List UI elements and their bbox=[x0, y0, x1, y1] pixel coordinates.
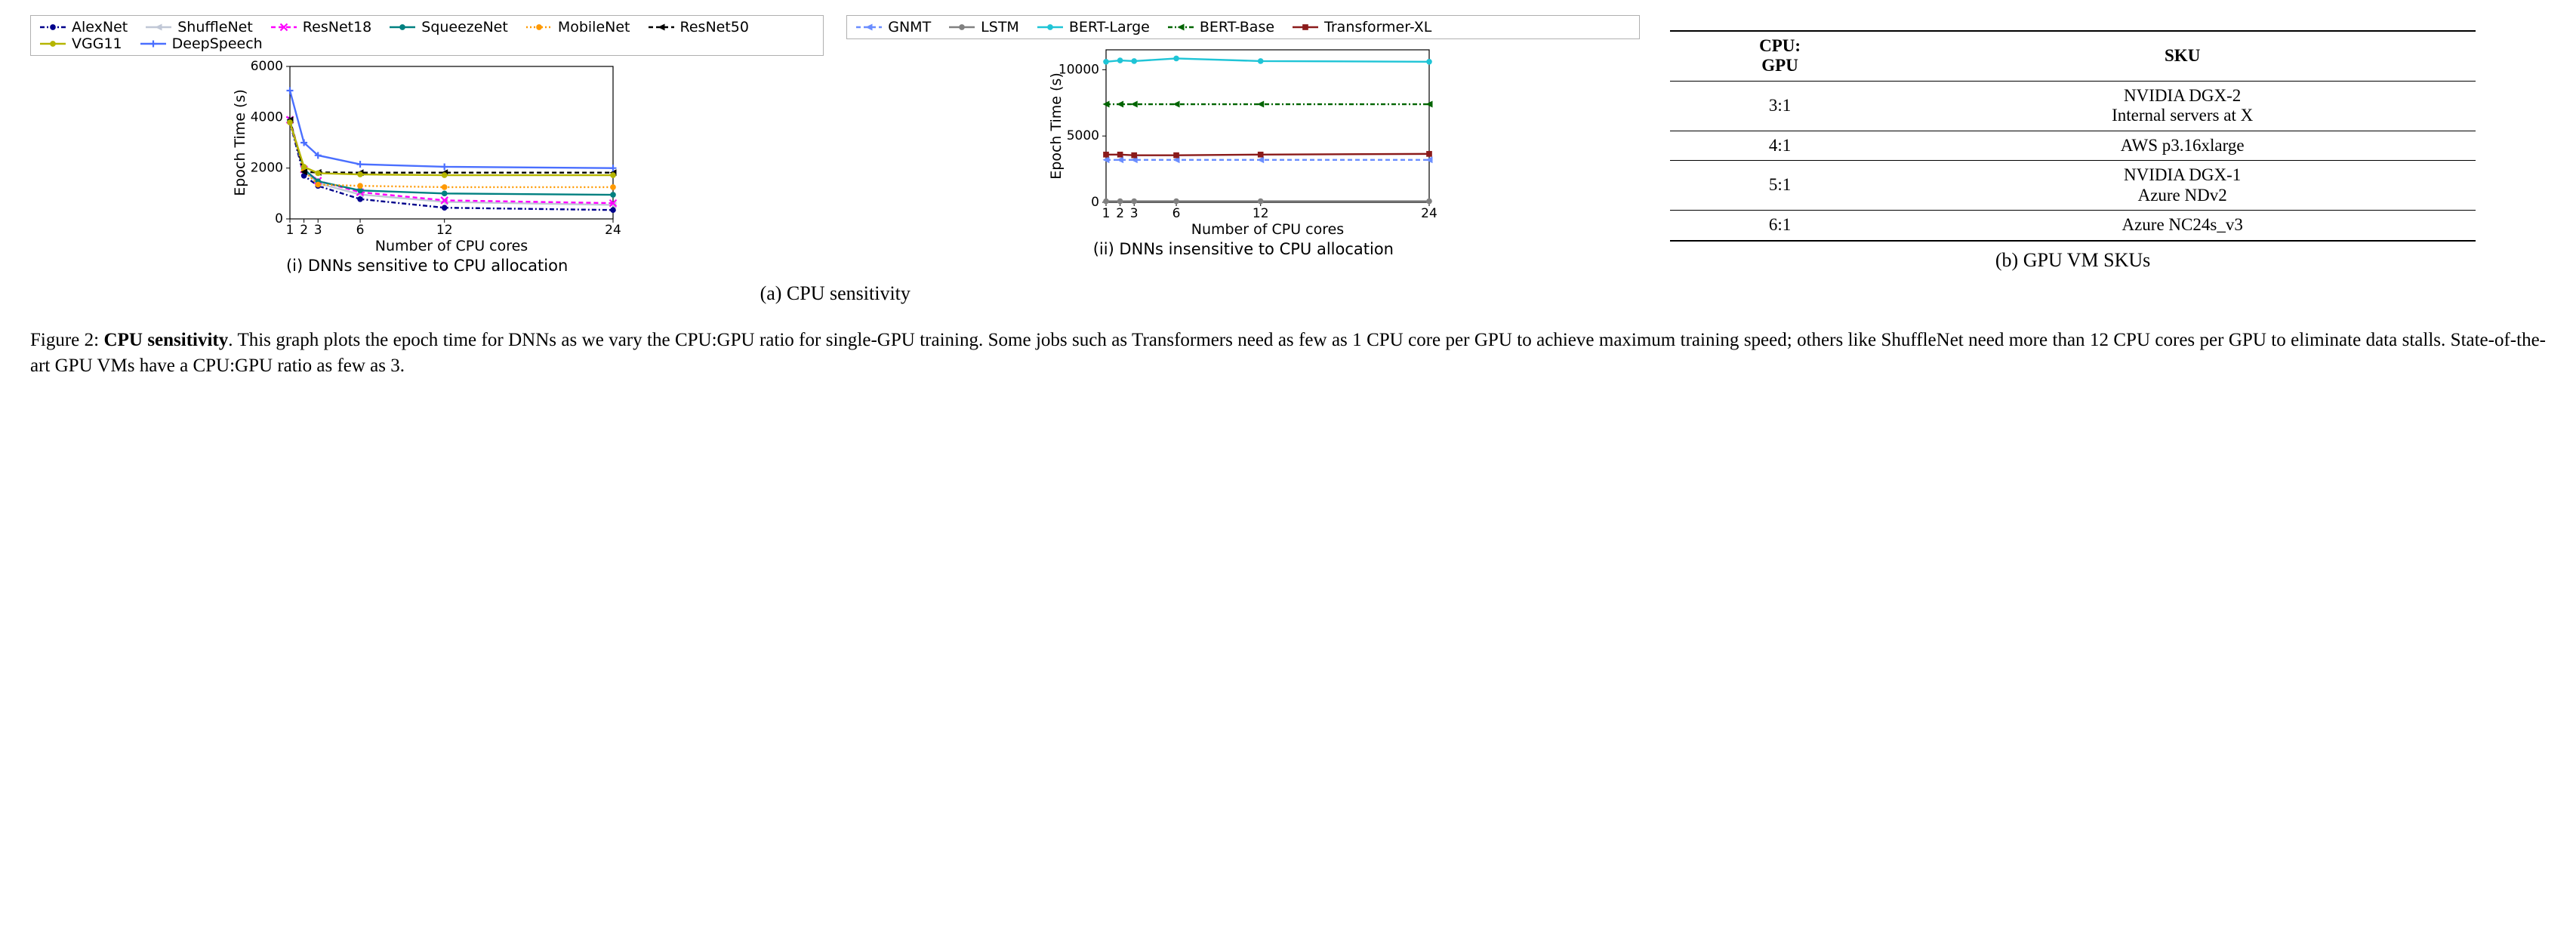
caption-prefix: Figure 2: bbox=[30, 330, 104, 350]
table-cell: NVIDIA DGX-2Internal servers at X bbox=[1890, 81, 2476, 131]
svg-text:1: 1 bbox=[1102, 206, 1110, 221]
svg-text:2: 2 bbox=[1116, 206, 1124, 221]
svg-text:Number of CPU cores: Number of CPU cores bbox=[374, 238, 527, 254]
svg-text:6: 6 bbox=[1172, 206, 1180, 221]
chart2-subcaption: (ii) DNNs insensitive to CPU allocation bbox=[1093, 240, 1394, 258]
charts-row: AlexNet ShuffleNet ResNet18 SqueezeNet M… bbox=[30, 15, 1640, 275]
chart2-legend: GNMT LSTM BERT-Large BERT-Base Transform… bbox=[846, 15, 1640, 39]
table-cell: 3:1 bbox=[1670, 81, 1889, 131]
svg-text:12: 12 bbox=[436, 223, 452, 238]
svg-text:10000: 10000 bbox=[1058, 62, 1099, 77]
table-cell: 4:1 bbox=[1670, 131, 1889, 160]
svg-text:12: 12 bbox=[1253, 206, 1269, 221]
legend-item: ShuffleNet bbox=[144, 19, 253, 35]
svg-text:24: 24 bbox=[605, 223, 621, 238]
legend-item: GNMT bbox=[855, 19, 931, 35]
table-cell: 5:1 bbox=[1670, 161, 1889, 211]
svg-text:2: 2 bbox=[300, 223, 308, 238]
legend-item: AlexNet bbox=[39, 19, 128, 35]
svg-text:3: 3 bbox=[313, 223, 322, 238]
svg-text:24: 24 bbox=[1421, 206, 1437, 221]
legend-item: BERT-Base bbox=[1166, 19, 1274, 35]
chart1-svg: 020004000600012361224Number of CPU cores… bbox=[231, 59, 624, 255]
svg-text:6000: 6000 bbox=[250, 59, 282, 74]
figure-row: AlexNet ShuffleNet ResNet18 SqueezeNet M… bbox=[30, 15, 2546, 305]
legend-item: BERT-Large bbox=[1036, 19, 1150, 35]
chart1-legend: AlexNet ShuffleNet ResNet18 SqueezeNet M… bbox=[30, 15, 824, 56]
panel-b: CPU:GPUSKU3:1NVIDIA DGX-2Internal server… bbox=[1670, 15, 2475, 272]
panel-a: AlexNet ShuffleNet ResNet18 SqueezeNet M… bbox=[30, 15, 1640, 305]
sku-table: CPU:GPUSKU3:1NVIDIA DGX-2Internal server… bbox=[1670, 30, 2475, 242]
chart2-svg: 050001000012361224Number of CPU coresEpo… bbox=[1047, 42, 1440, 239]
table-row: 4:1AWS p3.16xlarge bbox=[1670, 131, 2475, 160]
panel-b-caption: (b) GPU VM SKUs bbox=[1995, 249, 2150, 272]
legend-item: ResNet50 bbox=[647, 19, 749, 35]
svg-text:2000: 2000 bbox=[250, 161, 282, 176]
svg-text:6: 6 bbox=[356, 223, 364, 238]
table-row: 3:1NVIDIA DGX-2Internal servers at X bbox=[1670, 81, 2475, 131]
svg-text:1: 1 bbox=[285, 223, 294, 238]
svg-text:3: 3 bbox=[1130, 206, 1139, 221]
svg-text:5000: 5000 bbox=[1067, 128, 1099, 143]
table-cell: 6:1 bbox=[1670, 211, 1889, 241]
legend-item: VGG11 bbox=[39, 35, 122, 52]
legend-item: DeepSpeech bbox=[139, 35, 263, 52]
legend-item: MobileNet bbox=[525, 19, 630, 35]
chart1-subcaption: (i) DNNs sensitive to CPU allocation bbox=[286, 257, 568, 275]
table-row: 5:1NVIDIA DGX-1Azure NDv2 bbox=[1670, 161, 2475, 211]
svg-text:Number of CPU cores: Number of CPU cores bbox=[1191, 221, 1344, 238]
table-header: SKU bbox=[1890, 31, 2476, 81]
legend-item: ResNet18 bbox=[270, 19, 371, 35]
caption-bold: CPU sensitivity bbox=[104, 330, 229, 350]
table-cell: NVIDIA DGX-1Azure NDv2 bbox=[1890, 161, 2476, 211]
table-row: 6:1Azure NC24s_v3 bbox=[1670, 211, 2475, 241]
legend-item: Transformer-XL bbox=[1291, 19, 1431, 35]
svg-text:0: 0 bbox=[1091, 195, 1099, 210]
table-cell: AWS p3.16xlarge bbox=[1890, 131, 2476, 160]
chart1-block: AlexNet ShuffleNet ResNet18 SqueezeNet M… bbox=[30, 15, 824, 275]
panel-a-caption: (a) CPU sensitivity bbox=[760, 282, 911, 305]
table-cell: Azure NC24s_v3 bbox=[1890, 211, 2476, 241]
figure-caption: Figure 2: CPU sensitivity. This graph pl… bbox=[30, 328, 2546, 379]
table-header: CPU:GPU bbox=[1670, 31, 1889, 81]
chart2-block: GNMT LSTM BERT-Large BERT-Base Transform… bbox=[846, 15, 1640, 275]
caption-rest: . This graph plots the epoch time for DN… bbox=[30, 330, 2546, 376]
legend-item: LSTM bbox=[948, 19, 1019, 35]
svg-text:Epoch Time (s): Epoch Time (s) bbox=[232, 89, 248, 196]
svg-text:Epoch Time (s): Epoch Time (s) bbox=[1048, 72, 1065, 179]
svg-text:0: 0 bbox=[275, 211, 283, 226]
svg-text:4000: 4000 bbox=[250, 109, 282, 125]
legend-item: SqueezeNet bbox=[388, 19, 508, 35]
